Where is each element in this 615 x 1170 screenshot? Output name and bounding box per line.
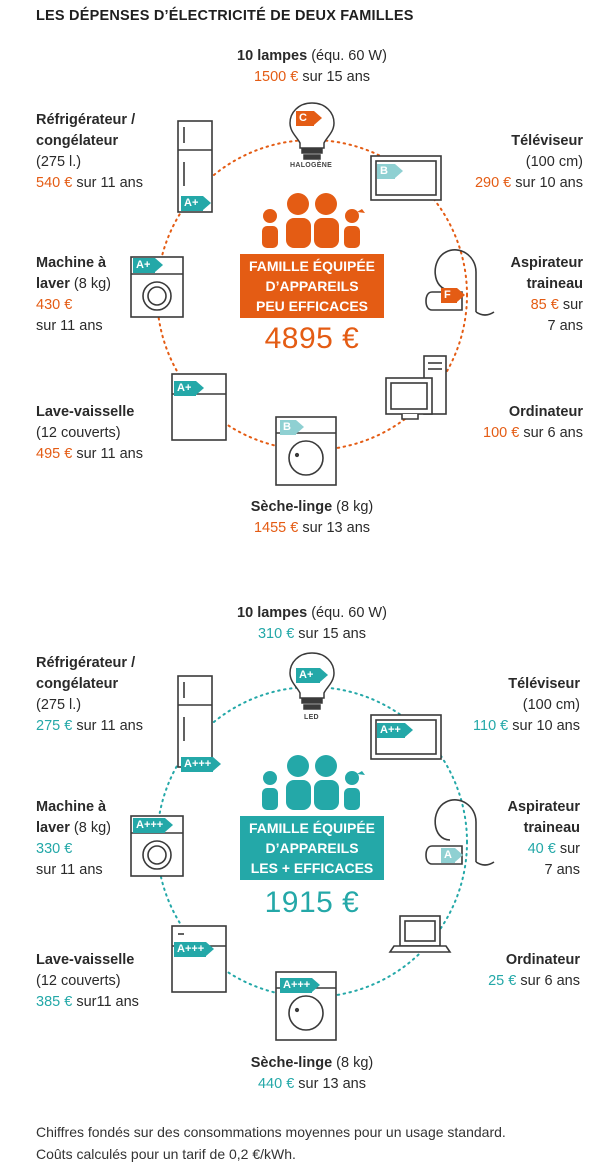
total-cost: 4895 € <box>264 322 360 355</box>
energy-label-lamps: C <box>296 111 322 126</box>
energy-label-dryer: B <box>280 420 304 435</box>
dishwasher-icon <box>171 925 227 993</box>
box-line: LES + EFFICACES <box>250 860 374 876</box>
energy-label-dryer: A+++ <box>280 978 320 993</box>
bulb-caption: LED <box>304 714 319 721</box>
family-icon <box>262 755 365 810</box>
panel-efficient-family: A+ A+++ A++ A+++ A A+++ A+++ LED FAMILLE… <box>0 550 615 1110</box>
footnote: Chiffres fondés sur des consommations mo… <box>36 1121 506 1165</box>
label-vacuum: Aspirateur traineau 40 € sur 7 ans <box>507 799 580 878</box>
vacuum-icon <box>425 249 495 316</box>
energy-label-vacuum: F <box>441 288 465 303</box>
total-cost: 1915 € <box>264 886 360 919</box>
label-computer: Ordinateur 100 € sur 6 ans <box>483 404 583 441</box>
energy-label-fridge: A+++ <box>181 757 221 772</box>
family-box: FAMILLE ÉQUIPÉE D’APPAREILS PEU EFFICACE… <box>240 254 384 318</box>
tv-icon <box>370 714 442 760</box>
label-computer: Ordinateur 25 € sur 6 ans <box>488 952 580 989</box>
label-dishwasher: Lave-vaisselle (12 couverts) 385 € sur11… <box>36 952 139 1010</box>
panel-graphics <box>130 652 495 1041</box>
panel-inefficient-family: C A+ B A+ F A+ B HALOGÈNE FAMILLE ÉQUIPÉ… <box>0 0 615 560</box>
energy-label-tv: A++ <box>377 723 413 738</box>
box-line: PEU EFFICACES <box>255 298 368 314</box>
energy-label-fridge: A+ <box>181 196 211 211</box>
energy-label-washing-machine: A+ <box>133 258 163 273</box>
label-fridge: Réfrigérateur / congélateur (275 l.) 275… <box>36 655 143 734</box>
label-washing-machine: Machine à laver (8 kg) 430 € sur 11 ans <box>36 255 111 334</box>
box-line: D’APPAREILS <box>265 278 359 294</box>
infographic-title: LES DÉPENSES D’ÉLECTRICITÉ DE DEUX FAMIL… <box>36 8 414 24</box>
dryer-icon <box>275 416 337 486</box>
label-dishwasher: Lave-vaisselle (12 couverts) 495 € sur 1… <box>36 404 143 462</box>
box-line: D’APPAREILS <box>265 840 359 856</box>
footnote-line: Coûts calculés pour un tarif de 0,2 €/kW… <box>36 1146 296 1162</box>
label-lamps: 10 lampes (équ. 60 W) 1500 € sur 15 ans <box>237 48 387 85</box>
label-vacuum: Aspirateur traineau 85 € sur 7 ans <box>510 255 583 334</box>
label-dryer: Sèche-linge (8 kg) 1455 € sur 13 ans <box>250 499 374 536</box>
fridge-icon <box>177 675 213 768</box>
energy-label-dishwasher: A+++ <box>174 942 214 957</box>
energy-label-dishwasher: A+ <box>174 381 204 396</box>
energy-label-washing-machine: A+++ <box>133 818 173 833</box>
energy-label-tv: B <box>377 164 403 179</box>
family-icon <box>262 193 365 248</box>
label-tv: Téléviseur (100 cm) 290 € sur 10 ans <box>474 133 583 191</box>
footnote-line: Chiffres fondés sur des consommations mo… <box>36 1124 506 1140</box>
computer-icon <box>388 915 452 953</box>
bulb-caption: HALOGÈNE <box>290 162 333 169</box>
label-tv: Téléviseur (100 cm) 110 € sur 10 ans <box>473 676 580 734</box>
label-lamps: 10 lampes (équ. 60 W) 310 € sur 15 ans <box>237 605 387 642</box>
box-line: FAMILLE ÉQUIPÉE <box>248 820 375 836</box>
box-line: FAMILLE ÉQUIPÉE <box>248 258 375 274</box>
label-washing-machine: Machine à laver (8 kg) 330 € sur 11 ans <box>36 799 111 878</box>
energy-label-lamps: A+ <box>296 668 328 683</box>
energy-label-vacuum: A <box>441 848 463 863</box>
label-fridge: Réfrigérateur / congélateur (275 l.) 540… <box>36 112 143 191</box>
family-box: FAMILLE ÉQUIPÉE D’APPAREILS LES + EFFICA… <box>240 816 384 880</box>
computer-icon <box>385 355 447 420</box>
label-dryer: Sèche-linge (8 kg) 440 € sur 13 ans <box>250 1055 374 1092</box>
